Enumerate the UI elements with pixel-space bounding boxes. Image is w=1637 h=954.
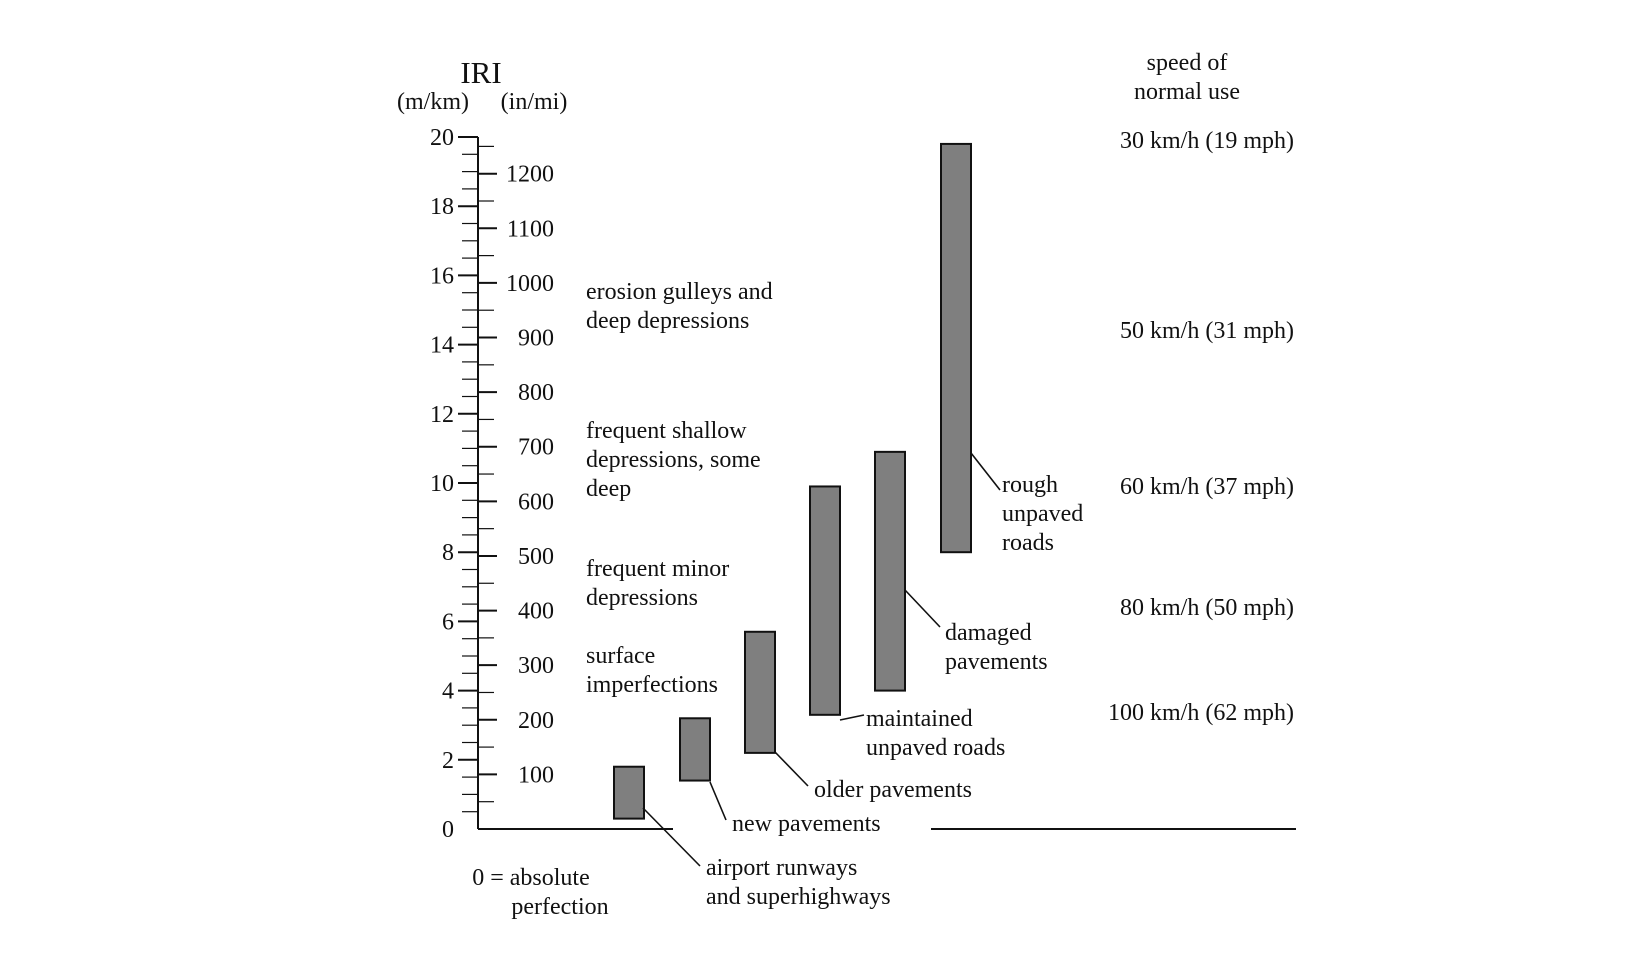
bar-label: pavements — [945, 649, 1048, 675]
right-tick-label: 1100 — [507, 216, 554, 242]
left-tick-labels: 0 2 4 6 8 10 12 14 16 18 20 — [430, 125, 454, 843]
bar-label: unpaved roads — [866, 735, 1005, 761]
bar-label: new pavements — [732, 811, 881, 837]
right-tick-label: 700 — [518, 435, 554, 461]
right-tick-label: 300 — [518, 653, 554, 679]
description-label: depressions — [586, 585, 698, 611]
leader-line — [970, 452, 1001, 491]
bar-labels: airport runways and superhighways new pave… — [706, 472, 1083, 910]
speed-label: 60 km/h (37 mph) — [1120, 474, 1294, 500]
left-tick-label: 4 — [442, 679, 454, 705]
range-bar — [679, 717, 711, 782]
left-tick-label: 8 — [442, 540, 454, 566]
description-label: deep — [586, 476, 631, 502]
left-tick-label: 20 — [430, 125, 454, 151]
left-tick-label: 0 — [442, 817, 454, 843]
right-tick-label: 1200 — [506, 162, 554, 188]
description-label: frequent minor — [586, 556, 729, 582]
bar-label: rough — [1002, 472, 1058, 498]
chart-title: IRI — [460, 55, 501, 90]
leader-line — [904, 589, 941, 628]
right-tick-label: 400 — [518, 599, 554, 625]
left-tick-label: 2 — [442, 748, 454, 774]
left-tick-label: 14 — [430, 333, 454, 359]
speed-label: 80 km/h (50 mph) — [1120, 595, 1294, 621]
right-tick-label: 1000 — [506, 271, 554, 297]
description-label: imperfections — [586, 672, 718, 698]
description-label: erosion gulleys and — [586, 279, 773, 305]
left-tick-label: 12 — [430, 402, 454, 428]
right-tick-label: 600 — [518, 489, 554, 515]
speed-title-line: normal use — [1134, 79, 1240, 105]
description-label: surface — [586, 643, 655, 669]
speed-label: 100 km/h (62 mph) — [1108, 700, 1294, 726]
speed-title: speed of normal use — [1134, 50, 1240, 105]
bar-label: maintained — [866, 706, 973, 732]
tick-marks — [458, 136, 497, 813]
surface-descriptions: erosion gulleys and deep depressions frequ… — [586, 279, 773, 698]
description-label: depressions, some — [586, 447, 761, 473]
left-tick-label: 16 — [430, 263, 454, 289]
leader-lines — [642, 452, 1001, 867]
zero-note-line: 0 = absolute — [472, 865, 590, 891]
right-tick-labels: 100 200 300 400 500 600 700 800 900 1000 1100 1200 — [506, 162, 554, 789]
bar-label: damaged — [945, 620, 1032, 646]
speed-label: 30 km/h (19 mph) — [1120, 128, 1294, 154]
right-tick-label: 200 — [518, 708, 554, 734]
range-bar — [613, 765, 645, 820]
right-tick-label: 100 — [518, 762, 554, 788]
bar-label: unpaved — [1002, 501, 1083, 527]
bar-label: airport runways — [706, 855, 857, 881]
zero-note-line: perfection — [511, 894, 608, 920]
left-tick-label: 10 — [430, 471, 454, 497]
right-unit-label: (in/mi) — [501, 89, 568, 115]
bar-label: and superhighways — [706, 884, 891, 910]
description-label: frequent shallow — [586, 418, 747, 444]
right-tick-label: 900 — [518, 326, 554, 352]
zero-note: 0 = absolute perfection — [472, 865, 608, 920]
speed-title-line: speed of — [1147, 50, 1228, 76]
bar-label: roads — [1002, 530, 1054, 556]
range-bar — [940, 142, 972, 554]
left-tick-label: 18 — [430, 194, 454, 220]
left-unit-label: (m/km) — [397, 89, 469, 115]
range-bar — [809, 485, 841, 716]
left-tick-label: 6 — [442, 609, 454, 635]
speed-label: 50 km/h (31 mph) — [1120, 318, 1294, 344]
leader-line — [642, 807, 701, 867]
bar-label: older pavements — [814, 777, 972, 803]
range-bar — [744, 630, 776, 754]
right-tick-label: 500 — [518, 544, 554, 570]
leader-line — [839, 714, 865, 721]
speed-labels: 30 km/h (19 mph) 50 km/h (31 mph) 60 km/h … — [1108, 128, 1294, 726]
right-tick-label: 800 — [518, 380, 554, 406]
leader-line — [709, 781, 727, 821]
range-bars — [613, 142, 972, 820]
leader-line — [774, 751, 809, 787]
range-bar — [874, 450, 906, 692]
description-label: deep depressions — [586, 308, 749, 334]
